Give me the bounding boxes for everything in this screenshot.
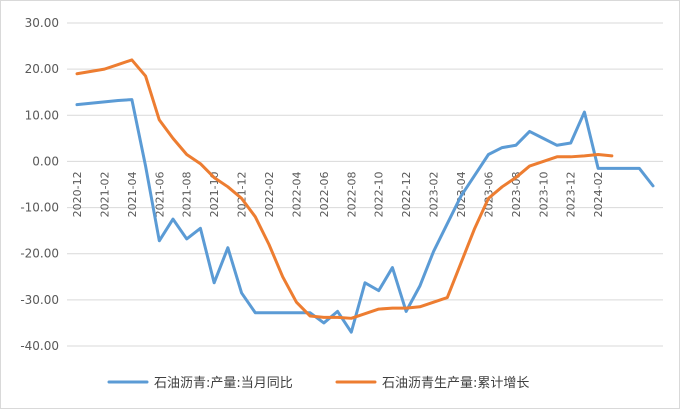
y-tick-label: -30.00 (20, 293, 59, 307)
x-tick-label: 2021-06 (153, 171, 166, 217)
series-line-1 (75, 98, 655, 334)
series-line-2 (75, 58, 614, 320)
x-tick-label: 2022-02 (263, 171, 276, 217)
x-tick-label: 2023-12 (565, 171, 578, 217)
series-lines (75, 58, 655, 334)
y-tick-label: -40.00 (20, 339, 59, 353)
x-tick-label: 2021-04 (126, 171, 139, 217)
legend: 石油沥青:产量:当月同比 石油沥青生产量:累计增长 (107, 376, 529, 391)
y-tick-label: 0.00 (32, 154, 59, 168)
x-tick-label: 2022-04 (290, 171, 303, 217)
x-tick-label: 2022-12 (400, 171, 413, 217)
gridlines (67, 22, 663, 347)
x-axis: 2020-12 2021-02 2021-04 2021-06 2021-08 2021-… (71, 171, 605, 217)
y-tick-label: 10.00 (25, 108, 59, 122)
x-tick-label: 2022-06 (318, 171, 331, 217)
x-tick-label: 2020-12 (71, 171, 84, 217)
legend-label-2: 石油沥青生产量:累计增长 (382, 376, 529, 391)
y-tick-label: -10.00 (20, 201, 59, 215)
y-tick-label: 20.00 (25, 62, 59, 76)
y-tick-label: -20.00 (20, 247, 59, 261)
x-tick-label: 2021-08 (181, 171, 194, 217)
y-tick-label: 30.00 (25, 16, 59, 30)
x-tick-label: 2023-08 (510, 171, 523, 217)
y-axis: 30.00 20.00 10.00 0.00 -10.00 -20.00 -30.00 -40… (20, 16, 59, 353)
x-tick-label: 2021-12 (236, 171, 249, 217)
legend-label-1: 石油沥青:产量:当月同比 (154, 376, 293, 391)
x-tick-label: 2023-02 (428, 171, 441, 217)
x-tick-label: 2021-02 (98, 171, 111, 217)
x-tick-label: 2022-10 (373, 171, 386, 217)
x-tick-label: 2023-10 (537, 171, 550, 217)
x-tick-label: 2021-10 (208, 171, 221, 217)
x-tick-label: 2022-08 (345, 171, 358, 217)
x-tick-label: 2024-02 (592, 171, 605, 217)
